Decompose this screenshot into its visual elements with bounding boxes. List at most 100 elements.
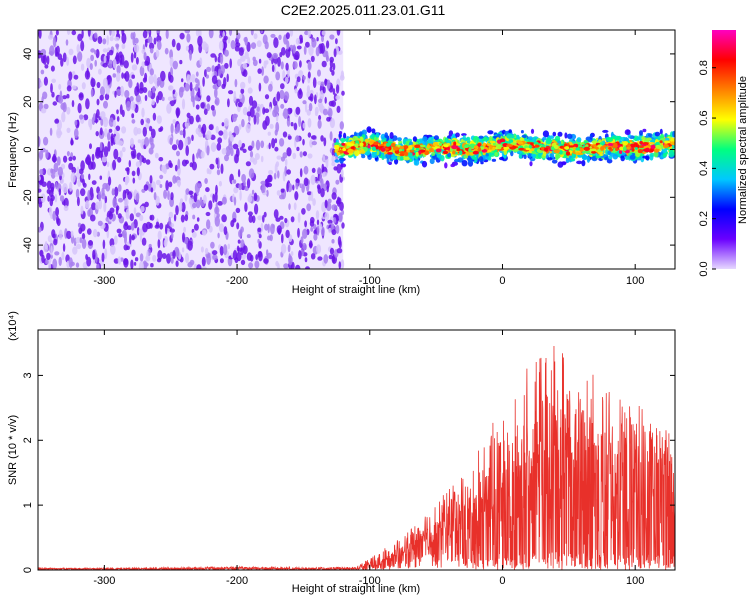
noise-blob bbox=[77, 33, 83, 42]
noise-blob bbox=[126, 245, 130, 250]
signal-blob bbox=[552, 131, 557, 137]
noise-blob bbox=[48, 189, 54, 198]
signal-blob bbox=[471, 156, 478, 160]
noise-blob bbox=[108, 49, 114, 56]
noise-blob bbox=[62, 102, 67, 113]
noise-blob bbox=[179, 59, 183, 65]
signal-blob bbox=[523, 154, 527, 160]
noise-blob bbox=[66, 30, 71, 35]
noise-blob bbox=[155, 179, 161, 186]
noise-blob bbox=[220, 163, 224, 175]
noise-blob bbox=[95, 48, 100, 59]
signal-core-blob bbox=[637, 149, 643, 154]
noise-blob bbox=[102, 38, 107, 45]
noise-blob bbox=[242, 62, 248, 69]
noise-blob bbox=[142, 126, 147, 137]
noise-blob bbox=[272, 109, 278, 118]
noise-blob bbox=[216, 142, 222, 151]
noise-blob bbox=[244, 51, 249, 60]
noise-blob bbox=[335, 179, 340, 185]
noise-blob bbox=[300, 249, 305, 257]
noise-blob bbox=[221, 83, 226, 90]
noise-blob bbox=[335, 84, 340, 94]
snr-frame bbox=[37, 329, 676, 571]
noise-blob bbox=[282, 152, 288, 159]
noise-blob bbox=[271, 64, 275, 73]
signal-blob bbox=[463, 155, 469, 159]
noise-blob bbox=[280, 188, 285, 193]
noise-blob bbox=[55, 182, 58, 190]
signal-blob bbox=[375, 132, 380, 138]
signal-blob bbox=[340, 163, 347, 168]
noise-blob bbox=[314, 106, 319, 115]
noise-blob bbox=[177, 165, 181, 176]
noise-blob bbox=[296, 76, 301, 83]
signal-blob bbox=[412, 136, 417, 143]
signal-blob bbox=[639, 130, 643, 136]
noise-blob bbox=[322, 171, 328, 177]
noise-blob bbox=[168, 181, 173, 188]
noise-blob bbox=[150, 142, 155, 149]
signal-core-blob bbox=[392, 146, 399, 151]
noise-blob bbox=[96, 81, 101, 89]
noise-blob bbox=[169, 74, 174, 83]
noise-blob bbox=[306, 85, 310, 94]
noise-blob bbox=[148, 243, 152, 248]
signal-core-blob bbox=[406, 152, 413, 157]
noise-blob bbox=[274, 138, 278, 144]
noise-blob bbox=[168, 211, 174, 219]
signal-core-blob bbox=[622, 141, 629, 146]
signal-core-blob bbox=[482, 142, 486, 147]
noise-blob bbox=[196, 264, 202, 269]
noise-blob bbox=[112, 159, 117, 171]
signal-core-blob bbox=[642, 142, 649, 145]
noise-blob bbox=[191, 134, 194, 141]
noise-blob bbox=[150, 187, 154, 193]
noise-blob bbox=[214, 97, 220, 106]
noise-blob bbox=[316, 37, 319, 42]
noise-blob bbox=[38, 175, 41, 181]
noise-blob bbox=[149, 222, 153, 229]
noise-blob bbox=[268, 170, 274, 175]
signal-blob bbox=[450, 163, 456, 168]
noise-blob bbox=[293, 54, 299, 60]
noise-blob bbox=[304, 102, 308, 113]
noise-blob bbox=[318, 98, 323, 103]
signal-blob bbox=[636, 136, 641, 141]
noise-blob bbox=[139, 253, 144, 262]
noise-blob bbox=[194, 96, 201, 102]
noise-blob bbox=[142, 30, 148, 39]
noise-blob bbox=[157, 238, 161, 249]
noise-blob bbox=[195, 30, 200, 37]
noise-blob bbox=[161, 253, 167, 259]
noise-blob bbox=[146, 250, 149, 261]
noise-blob bbox=[217, 137, 223, 144]
noise-blob bbox=[182, 232, 185, 243]
noise-blob bbox=[317, 167, 321, 175]
signal-core-blob bbox=[564, 146, 570, 150]
signal-core-blob bbox=[553, 149, 560, 154]
noise-blob bbox=[223, 41, 228, 49]
noise-blob bbox=[68, 48, 74, 56]
noise-blob bbox=[262, 214, 265, 223]
noise-blob bbox=[166, 103, 172, 114]
noise-blob bbox=[296, 45, 302, 50]
signal-blob bbox=[576, 160, 583, 165]
noise-blob bbox=[307, 61, 312, 71]
signal-core-blob bbox=[435, 148, 442, 153]
signal-blob bbox=[554, 135, 561, 142]
signal-blob bbox=[478, 135, 484, 139]
noise-blob bbox=[204, 69, 207, 78]
noise-blob bbox=[178, 201, 183, 212]
noise-blob bbox=[103, 146, 109, 158]
signal-blob bbox=[642, 155, 648, 159]
noise-blob bbox=[302, 100, 307, 105]
noise-blob bbox=[248, 168, 255, 179]
noise-blob bbox=[302, 242, 307, 250]
signal-blob bbox=[557, 131, 563, 137]
signal-blob bbox=[440, 155, 445, 162]
noise-blob bbox=[302, 138, 305, 146]
noise-blob bbox=[40, 69, 45, 75]
noise-blob bbox=[80, 160, 85, 171]
signal-blob bbox=[455, 132, 460, 138]
